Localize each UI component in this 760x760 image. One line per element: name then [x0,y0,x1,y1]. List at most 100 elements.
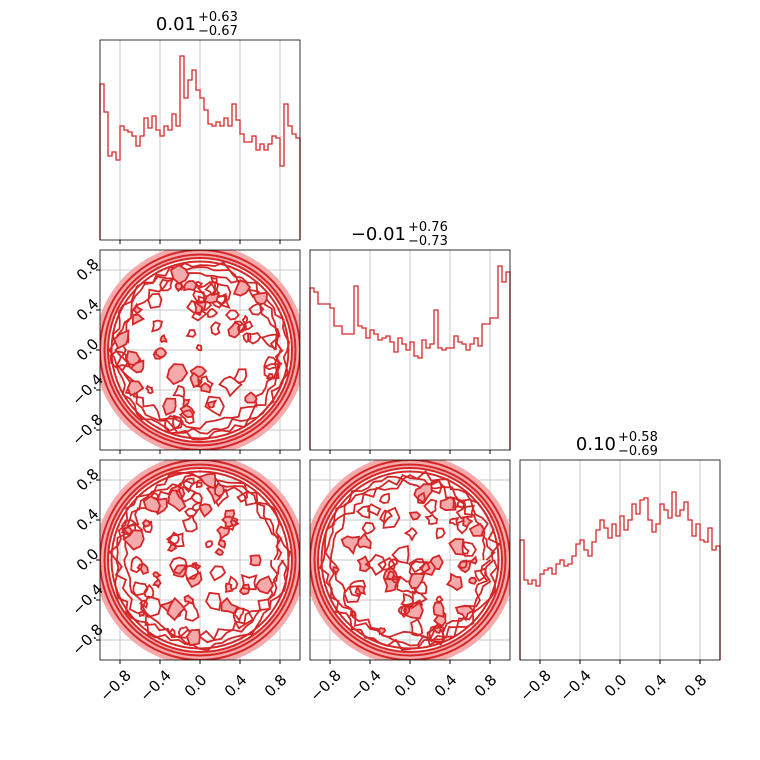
contour-line [114,474,285,646]
contour-line [108,261,291,441]
contour-blob [391,575,401,584]
contour-blob [424,513,439,525]
histogram-panel-2 [309,249,511,454]
contour-ring [103,463,297,657]
contour-blob [232,279,252,297]
contour-blob [254,575,275,595]
contour-blob [169,264,190,285]
contour-blob [377,627,387,636]
contour-blob [122,529,145,551]
contour-blob [243,320,254,332]
contour-blob [416,491,426,505]
contour-blob [166,596,186,622]
median-value: 0.10 [576,434,616,455]
x-tick-label: 0.8 [261,671,291,701]
histogram-panel-3 [519,459,721,664]
contour-blob [159,333,168,344]
param-title-1: 0.01 +0.63−0.67 [156,10,238,39]
y-tick-label: 0.0 [73,335,103,365]
contour-blob [189,371,200,389]
contour-blob [141,518,152,528]
y-tick-label: 0.4 [73,505,103,535]
contour-blob [162,397,177,416]
contour-blob [361,521,376,535]
density-ring-fill [100,460,300,660]
contour-blob [217,539,227,549]
density-ring-fill [310,460,510,660]
contour-blob [439,496,457,512]
contour-blob [220,596,240,615]
contour-ring [107,257,293,443]
contour-blob [470,555,478,565]
contour-blob [400,592,415,611]
contour-blob [178,409,195,425]
contour-ring [313,463,507,657]
contour-blob [209,565,227,582]
contour-panel-3 [309,459,511,664]
contour-blob [109,350,132,369]
contour-blob [166,363,189,386]
contour-line [318,470,501,651]
contour-blob [260,333,278,350]
contour-blob [205,591,222,611]
contour-blob [227,321,241,339]
contour-blob [382,506,401,529]
contour-blob [194,280,204,288]
contour-blob [151,319,163,333]
contour-blob [474,567,488,583]
contour-blob [251,291,268,306]
contour-blob [448,516,460,526]
x-tick-label: −0.4 [556,666,594,704]
contour-blob [154,347,168,359]
contour-blob [403,526,418,542]
contour-blob [356,505,371,519]
upper-error: +0.76 [408,220,448,235]
contour-blob [428,624,445,641]
contour-blob [247,331,262,345]
contour-blob [168,556,188,575]
x-tick-label: 0.8 [681,671,711,701]
contour-blob [159,278,174,292]
contour-ring [103,253,297,447]
x-tick-label: −0.8 [306,666,344,704]
contour-blob [386,570,395,581]
contour-blob [141,595,162,619]
contour-blob [408,572,426,590]
x-tick-label: 0.4 [431,671,461,701]
contour-blob [468,522,485,537]
upper-error: +0.58 [618,430,658,445]
contour-blob [356,555,371,573]
contour-blob [152,578,162,589]
contour-blob [175,485,198,503]
contour-blob [181,598,200,622]
contour-blob [195,343,203,352]
contour-blob [185,628,201,647]
contour-blob [214,482,225,498]
contour-blob [455,504,475,520]
contour-blob [244,391,258,404]
contour-blob [332,565,340,576]
contour-blob [348,610,357,617]
contour-blob [146,292,163,309]
median-value: −0.01 [351,224,406,245]
contour-blob [167,627,176,637]
contour-blob [143,583,155,600]
contour-blob [407,558,426,574]
contour-blob [224,582,234,593]
contour-blob [131,302,144,315]
contour-panel-2 [96,459,301,664]
density-ring-fill [100,250,300,450]
contour-blob [435,595,444,604]
contour-blob [131,313,146,326]
contour-blob [205,540,214,549]
contour-blob [248,302,265,316]
contour-blob [138,610,145,618]
contour-blob [130,555,144,574]
contour-blob [210,321,222,336]
contour-blob [410,618,424,637]
contour-blob [203,291,221,304]
contour-blob [379,509,393,525]
contour-blob [163,414,182,432]
upper-error: +0.63 [198,10,238,25]
